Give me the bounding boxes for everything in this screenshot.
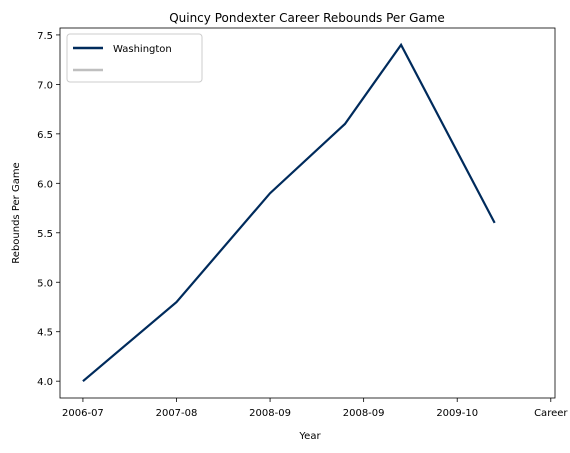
y-tick-label: 5.5 xyxy=(37,229,53,240)
x-tick-label: Career xyxy=(534,408,568,419)
y-tick-label: 4.0 xyxy=(37,377,53,388)
y-tick-label: 6.5 xyxy=(37,130,53,141)
plot-frame xyxy=(59,27,556,399)
y-tick-label: 5.0 xyxy=(37,278,53,289)
x-axis: 2006-07 2007-08 2008-09 2008-09 2009-10 Caree… xyxy=(62,398,568,419)
x-tick-label: 2008-09 xyxy=(343,408,385,419)
x-tick-label: 2006-07 xyxy=(62,408,104,419)
x-axis-label: Year xyxy=(298,431,321,442)
x-tick-label: 2007-08 xyxy=(156,408,198,419)
chart-title: Quincy Pondexter Career Rebounds Per Gam… xyxy=(169,11,445,25)
legend-label-washington: Washington xyxy=(113,44,172,55)
x-tick-label: 2008-09 xyxy=(249,408,291,419)
y-tick-label: 7.5 xyxy=(37,31,53,42)
series-line-washington xyxy=(82,42,496,383)
y-tick-label: 4.5 xyxy=(37,328,53,339)
legend-box xyxy=(66,33,203,83)
y-tick-label: 7.0 xyxy=(37,80,53,91)
y-tick-label: 6.0 xyxy=(37,179,53,190)
y-axis: 4.0 4.5 5.0 5.5 6.0 6.5 7.0 7.5 xyxy=(37,31,60,388)
plot-lines xyxy=(82,42,496,383)
x-tick-label: 2009-10 xyxy=(436,408,478,419)
legend: Washington xyxy=(66,33,203,83)
y-axis-label: Rebounds Per Game xyxy=(11,162,22,263)
